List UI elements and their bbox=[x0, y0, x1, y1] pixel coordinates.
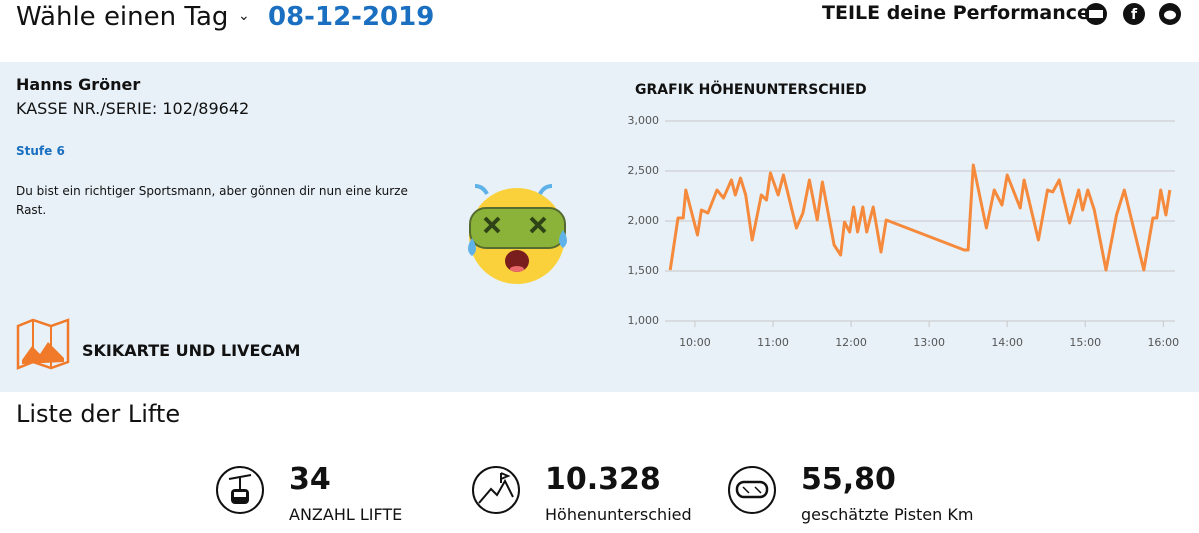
chart-title: GRAFIK HÖHENUNTERSCHIED bbox=[635, 80, 867, 98]
stat-label: Höhenunterschied bbox=[545, 505, 692, 524]
line bbox=[668, 163, 1172, 272]
date[interactable]: 08-12-2019 bbox=[268, 2, 435, 32]
skier-name: Hanns Gröner bbox=[16, 75, 141, 94]
stat-value: 34 bbox=[289, 462, 331, 497]
y-tick-label: 2,500 bbox=[628, 164, 660, 177]
chart: GRAFIK HÖHENUNTERSCHIED 1,000 1,500 2,000 2… bbox=[628, 80, 1180, 349]
level: Stufe 6 bbox=[16, 144, 65, 158]
y-tick-label: 1,500 bbox=[628, 264, 660, 277]
x-tick-label: 13:00 bbox=[913, 336, 945, 349]
stat-icon bbox=[728, 466, 776, 514]
emoji bbox=[468, 184, 567, 284]
x-tick-label: 12:00 bbox=[835, 336, 867, 349]
stat-icon bbox=[472, 466, 520, 514]
share-label: TEILE deine Performance bbox=[822, 2, 1090, 24]
x-tick-label: 15:00 bbox=[1069, 336, 1101, 349]
map-icon[interactable] bbox=[16, 318, 70, 370]
map-link[interactable]: SKIKARTE UND LIVECAM bbox=[82, 341, 301, 360]
summary-panel bbox=[0, 62, 1199, 392]
lifts-title: Liste der Lifte bbox=[16, 400, 181, 428]
x-tick-label: 11:00 bbox=[757, 336, 789, 349]
stat-label: ANZAHL LIFTE bbox=[289, 505, 403, 524]
facebook-icon[interactable] bbox=[1123, 3, 1145, 25]
ticket-number: KASSE NR./SERIE: 102/89642 bbox=[16, 99, 250, 118]
day-label[interactable]: Wähle einen Tag bbox=[16, 2, 229, 32]
stat-value: 10.328 bbox=[545, 462, 661, 497]
x-tick-label: 14:00 bbox=[991, 336, 1023, 349]
stat-label: geschätzte Pisten Km bbox=[801, 505, 974, 524]
dropdown-caret[interactable]: ⌄ bbox=[238, 8, 250, 24]
share-icons: f bbox=[1085, 3, 1181, 25]
svg-text:f: f bbox=[1131, 7, 1138, 23]
y-tick-label: 2,000 bbox=[628, 214, 660, 227]
y-tick-label: 1,000 bbox=[628, 314, 660, 327]
y-tick-label: 3,000 bbox=[628, 114, 660, 127]
stat-value: 55,80 bbox=[801, 462, 896, 497]
message: Du bist ein richtiger Sportsmann, aber g… bbox=[16, 184, 408, 217]
stat-icon bbox=[216, 466, 264, 514]
x-tick-label: 10:00 bbox=[679, 336, 711, 349]
x-tick-label: 16:00 bbox=[1147, 336, 1179, 349]
